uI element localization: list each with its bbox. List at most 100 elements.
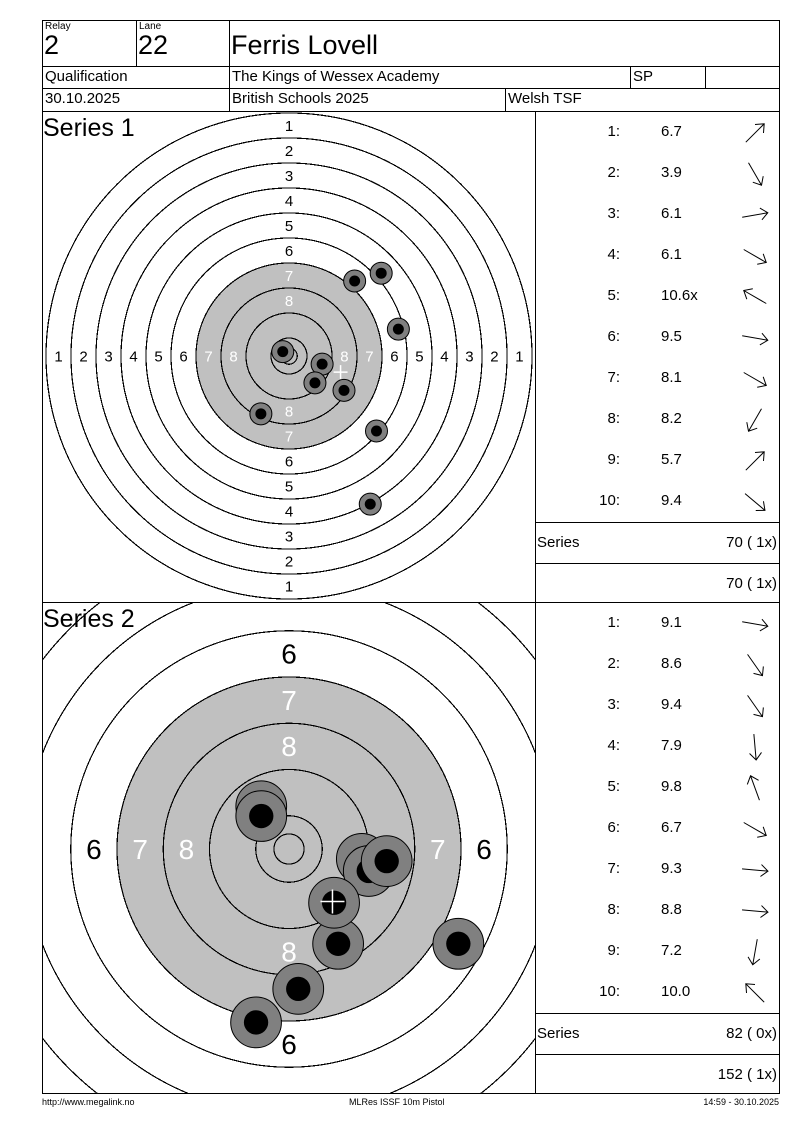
shot-number: 7: (607, 860, 620, 877)
shot-number: 4: (607, 737, 620, 754)
running-total-row: 152 ( 1x) (536, 1054, 779, 1093)
series-total-row-value: 70 ( 1x) (726, 534, 777, 551)
mean-point-cross-icon (320, 889, 345, 914)
series-2-title: Series 2 (43, 605, 135, 633)
shot-row: 4: 6.1 (536, 235, 779, 276)
direction-arrow-icon (745, 123, 765, 143)
direction-arrow-icon (747, 939, 761, 966)
ring-label: 6 (86, 834, 102, 865)
ring-label: 3 (465, 348, 473, 365)
stage: Qualification (42, 66, 230, 89)
direction-arrow-icon (742, 618, 769, 632)
shooter-name: Ferris Lovell (231, 30, 379, 60)
shot-number: 4: (607, 246, 620, 263)
ring-label: 7 (204, 348, 212, 365)
shot-score: 3.9 (661, 164, 682, 181)
shot-row: 8: 8.2 (536, 399, 779, 440)
ring-label: 1 (285, 579, 293, 596)
direction-arrow-icon (743, 288, 767, 304)
shot-number: 1: (607, 614, 620, 631)
ring-label: 6 (476, 834, 492, 865)
relay-cell: Relay 2 (42, 20, 137, 67)
shot-score: 9.4 (661, 696, 682, 713)
shot-hole-4 (365, 419, 388, 443)
running-total-row-value: 152 ( 1x) (717, 1066, 777, 1083)
shot-row: 3: 9.4 (536, 685, 779, 726)
ring-label: 8 (179, 834, 195, 865)
shot-hole-9 (358, 492, 382, 516)
series-label: Series (537, 1025, 580, 1042)
shot-row: 10: 10.0 (536, 972, 779, 1013)
ring-label: 7 (132, 834, 148, 865)
relay-label: Relay (45, 21, 71, 32)
shot-score: 6.7 (661, 123, 682, 140)
shot-row: 10: 9.4 (536, 481, 779, 522)
ring-label: 4 (285, 193, 293, 210)
direction-arrow-icon (745, 451, 765, 471)
shot-hole-8 (249, 402, 273, 426)
ring-label: 3 (285, 168, 293, 185)
footer-url[interactable]: http://www.megalink.no (42, 1097, 135, 1107)
shot-score: 9.8 (661, 778, 682, 795)
lane-label: Lane (139, 21, 162, 32)
ring-label: 6 (285, 243, 293, 260)
ring-label: 3 (285, 529, 293, 546)
class2 (705, 66, 780, 89)
series-total-row-value: 82 ( 0x) (726, 1025, 777, 1042)
shot-hole-5 (271, 340, 295, 364)
shot-score: 8.2 (661, 410, 682, 427)
shot-hole-3 (235, 790, 288, 842)
ring-label: 4 (440, 348, 448, 365)
shot-score: 7.9 (661, 737, 682, 754)
footer-timestamp: 14:59 - 30.10.2025 (703, 1097, 779, 1107)
shot-row: 6: 6.7 (536, 808, 779, 849)
shot-hole-3 (386, 317, 410, 341)
shot-hole-6 (230, 996, 282, 1049)
direction-arrow-icon (747, 654, 764, 677)
ring-label: 1 (285, 118, 293, 135)
shot-number: 3: (607, 696, 620, 713)
direction-arrow-icon (747, 695, 764, 718)
ring-label: 8 (340, 348, 348, 365)
ring-label: 6 (390, 348, 398, 365)
shot-hole-10 (303, 371, 327, 395)
competition: British Schools 2025 (229, 88, 506, 112)
shot-row: 5: 10.6x (536, 276, 779, 317)
shot-number: 6: (607, 328, 620, 345)
ring-label: 7 (285, 268, 293, 285)
ring-label: 6 (281, 639, 297, 670)
ring-label: 5 (415, 348, 423, 365)
direction-arrow-icon (743, 822, 767, 838)
direction-arrow-icon (743, 249, 767, 265)
shot-score: 6.1 (661, 246, 682, 263)
direction-arrow-icon (749, 734, 762, 761)
club: The Kings of Wessex Academy (229, 66, 631, 89)
shot-hole-9 (272, 963, 325, 1015)
shot-score: 6.7 (661, 819, 682, 836)
shot-number: 6: (607, 819, 620, 836)
ring-label: 4 (285, 504, 293, 521)
shot-row: 2: 3.9 (536, 153, 779, 194)
running-total-row-value: 70 ( 1x) (726, 575, 777, 592)
direction-arrow-icon (742, 332, 769, 346)
ring-label: 8 (285, 293, 293, 310)
ring-label: 5 (154, 348, 162, 365)
shot-row: 9: 7.2 (536, 931, 779, 972)
shot-hole-10 (308, 876, 360, 929)
shot-score: 8.6 (661, 655, 682, 672)
shot-number: 9: (607, 942, 620, 959)
lane-value: 22 (138, 30, 169, 60)
shot-number: 1: (607, 123, 620, 140)
ring-label: 2 (285, 143, 293, 160)
series-label: Series (537, 534, 580, 551)
shot-hole-7 (332, 378, 356, 402)
association: Welsh TSF (505, 88, 780, 112)
ring-label: 1 (515, 348, 523, 365)
direction-arrow-icon (742, 207, 769, 221)
direction-arrow-icon (745, 983, 765, 1003)
direction-arrow-icon (744, 493, 766, 511)
shot-hole-2 (369, 261, 393, 285)
series-1-shot-list: 1: 6.7 2: 3.9 3: 6.1 4: 6.1 5: 10.6x 6: … (535, 111, 780, 603)
series-total-row: Series 70 ( 1x) (536, 522, 779, 563)
